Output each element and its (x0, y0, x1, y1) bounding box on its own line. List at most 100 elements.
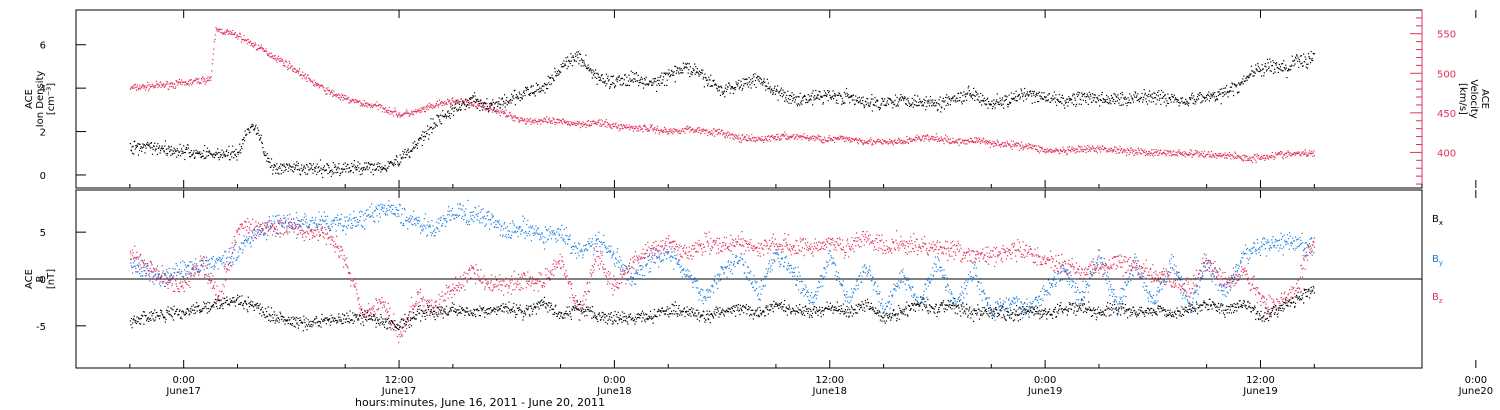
data-point (413, 210, 415, 212)
data-point (994, 104, 996, 106)
data-point (1076, 151, 1078, 153)
data-point (1238, 155, 1240, 157)
data-point (326, 93, 328, 95)
data-point (599, 125, 601, 127)
data-point (1096, 146, 1098, 149)
data-point (862, 96, 864, 98)
data-point (235, 148, 237, 151)
data-point (864, 141, 866, 144)
data-point (729, 92, 731, 94)
data-point (275, 168, 277, 170)
data-point (327, 173, 329, 175)
data-point (141, 147, 143, 149)
data-point (204, 83, 206, 85)
data-point (1186, 100, 1188, 102)
data-point (914, 94, 916, 96)
data-point (579, 123, 581, 125)
data-point (146, 85, 148, 87)
data-point (819, 91, 821, 93)
data-point (935, 139, 937, 141)
data-point (786, 94, 788, 97)
data-point (1273, 158, 1275, 160)
data-point (987, 97, 989, 99)
data-point (591, 123, 593, 125)
data-point (837, 102, 839, 105)
data-point (1311, 152, 1313, 154)
data-point (207, 154, 210, 157)
data-point (1114, 146, 1116, 148)
data-point (167, 81, 169, 83)
data-point (283, 217, 285, 219)
data-point (141, 86, 143, 88)
data-point (430, 104, 432, 106)
data-point (263, 50, 265, 52)
data-point (1148, 93, 1150, 95)
data-point (1054, 101, 1056, 103)
data-point (762, 139, 764, 142)
data-point (404, 148, 406, 151)
data-point (664, 128, 666, 130)
data-point (218, 30, 220, 32)
data-point (1170, 150, 1172, 152)
data-point (1053, 91, 1055, 93)
data-point (803, 95, 806, 97)
data-point (857, 143, 859, 145)
data-point (1035, 94, 1037, 96)
data-point (634, 127, 637, 129)
data-point (361, 104, 363, 106)
data-point (667, 131, 669, 133)
data-point (734, 134, 736, 136)
data-point (311, 81, 313, 83)
data-point (845, 136, 848, 138)
data-point (632, 81, 634, 83)
data-point (254, 126, 256, 128)
data-point (243, 242, 245, 244)
data-point (881, 97, 883, 99)
data-point (769, 136, 771, 138)
data-point (1289, 69, 1291, 71)
data-point (231, 33, 233, 35)
data-point (386, 214, 388, 216)
data-point (384, 165, 386, 167)
data-point (833, 98, 835, 100)
data-point (1156, 99, 1158, 101)
data-point (876, 99, 878, 101)
data-point (227, 33, 229, 35)
data-point (968, 90, 970, 92)
data-point (934, 99, 936, 101)
data-point (209, 263, 211, 265)
data-point (565, 121, 568, 123)
data-point (743, 83, 745, 85)
data-point (518, 119, 520, 121)
data-point (1046, 100, 1048, 102)
data-point (162, 85, 164, 87)
data-point (1220, 156, 1222, 158)
data-point (616, 81, 618, 83)
data-point (204, 274, 206, 276)
data-point (1020, 141, 1023, 143)
data-point (804, 95, 806, 97)
data-point (349, 171, 351, 173)
data-point (451, 99, 453, 102)
data-point (579, 60, 581, 62)
data-point (761, 81, 763, 83)
data-point (902, 140, 904, 142)
data-point (1295, 58, 1297, 60)
data-point (1193, 154, 1195, 156)
data-point (344, 97, 346, 100)
data-point (582, 65, 584, 67)
data-point (406, 151, 408, 153)
data-point (953, 141, 955, 143)
data-point (172, 150, 175, 152)
data-point (295, 223, 297, 225)
data-point (243, 35, 245, 37)
data-point (129, 258, 131, 260)
data-point (719, 132, 722, 135)
data-point (935, 104, 937, 106)
data-point (389, 113, 391, 115)
data-point (554, 67, 556, 69)
data-point (154, 86, 156, 88)
data-point (709, 85, 711, 87)
data-point (133, 262, 135, 264)
data-point (1178, 101, 1180, 104)
